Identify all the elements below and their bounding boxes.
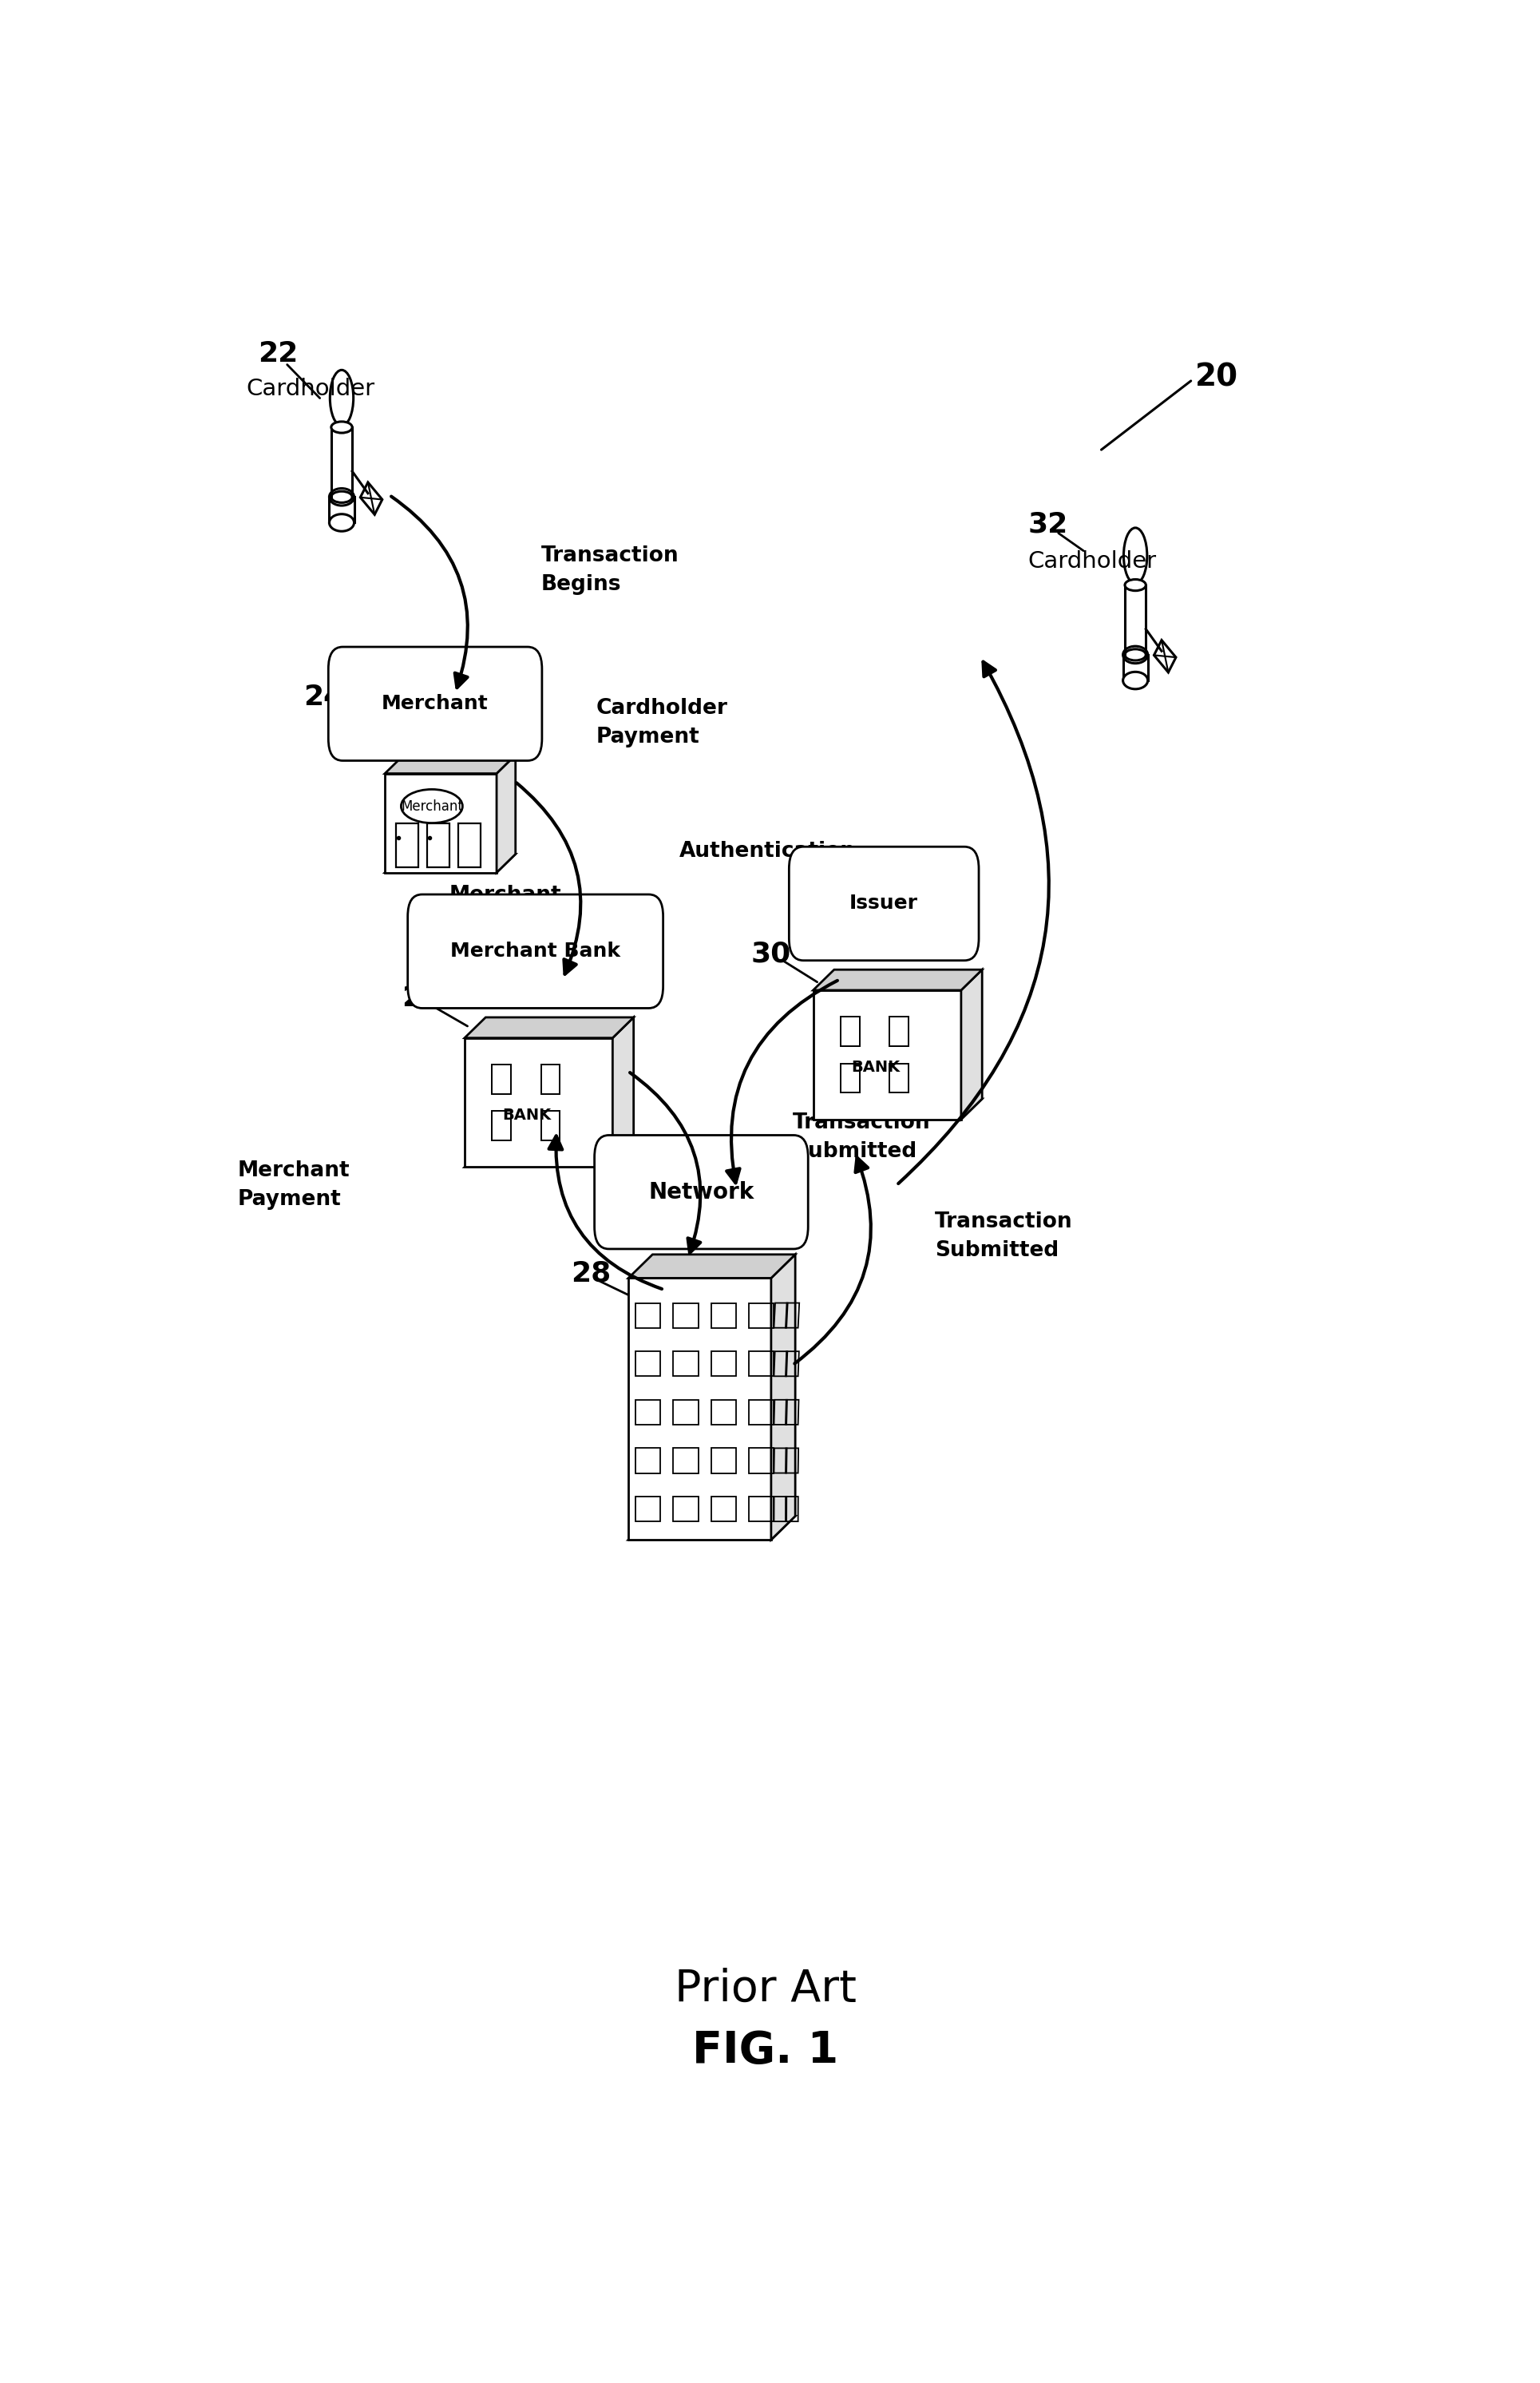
Polygon shape [961,970,983,1120]
Polygon shape [496,755,516,872]
Ellipse shape [1123,672,1147,689]
Text: 20: 20 [1195,362,1238,393]
FancyBboxPatch shape [408,894,664,1008]
Text: 28: 28 [571,1261,611,1287]
Text: Merchant: Merchant [400,798,464,813]
Polygon shape [628,1277,772,1539]
Text: Transaction
Submitted: Transaction Submitted [935,1211,1073,1261]
Text: Transaction
Submitted: Transaction Submitted [793,1113,930,1163]
Text: Merchant
Payment: Merchant Payment [237,1161,350,1211]
Polygon shape [628,1516,795,1539]
Text: FIG. 1: FIG. 1 [693,2030,838,2073]
FancyArrowPatch shape [630,1072,701,1253]
Polygon shape [385,853,516,872]
Text: BANK: BANK [502,1108,551,1122]
Polygon shape [465,1039,613,1168]
Text: 22: 22 [259,341,299,367]
Text: Cardholder: Cardholder [1029,550,1157,572]
Text: Cardholder: Cardholder [246,377,374,400]
Text: Cardholder
Payment: Cardholder Payment [596,698,727,748]
Text: Merchant Bank: Merchant Bank [450,941,621,960]
Text: Authentication: Authentication [679,841,856,863]
Polygon shape [613,1018,633,1168]
Text: Issuer: Issuer [850,894,918,913]
Ellipse shape [331,422,353,434]
Text: Network: Network [648,1182,755,1203]
FancyArrowPatch shape [795,1158,872,1363]
Ellipse shape [330,515,354,531]
Polygon shape [813,1099,983,1120]
Text: 30: 30 [752,941,792,967]
Polygon shape [385,774,496,872]
FancyBboxPatch shape [788,846,979,960]
Text: Prior Art: Prior Art [675,1968,856,2011]
Polygon shape [465,1018,633,1039]
Text: Merchant: Merchant [382,693,488,713]
Polygon shape [385,755,516,774]
Text: 32: 32 [1029,510,1069,539]
Polygon shape [813,970,983,991]
Text: 24: 24 [303,684,343,710]
Polygon shape [772,1253,795,1539]
Polygon shape [813,991,961,1120]
FancyArrowPatch shape [898,662,1049,1184]
FancyArrowPatch shape [516,782,581,975]
FancyBboxPatch shape [328,646,542,760]
Text: BANK: BANK [852,1060,899,1075]
Text: 26: 26 [402,984,442,1010]
Polygon shape [465,1146,633,1168]
Text: Transaction
Begins: Transaction Begins [541,546,679,596]
Text: Merchant
Payment: Merchant Payment [450,884,562,934]
Ellipse shape [400,789,462,822]
Polygon shape [628,1253,795,1277]
FancyBboxPatch shape [594,1134,809,1249]
FancyArrowPatch shape [548,1137,662,1289]
Ellipse shape [1124,579,1146,591]
FancyArrowPatch shape [727,979,838,1182]
FancyArrowPatch shape [391,496,468,689]
